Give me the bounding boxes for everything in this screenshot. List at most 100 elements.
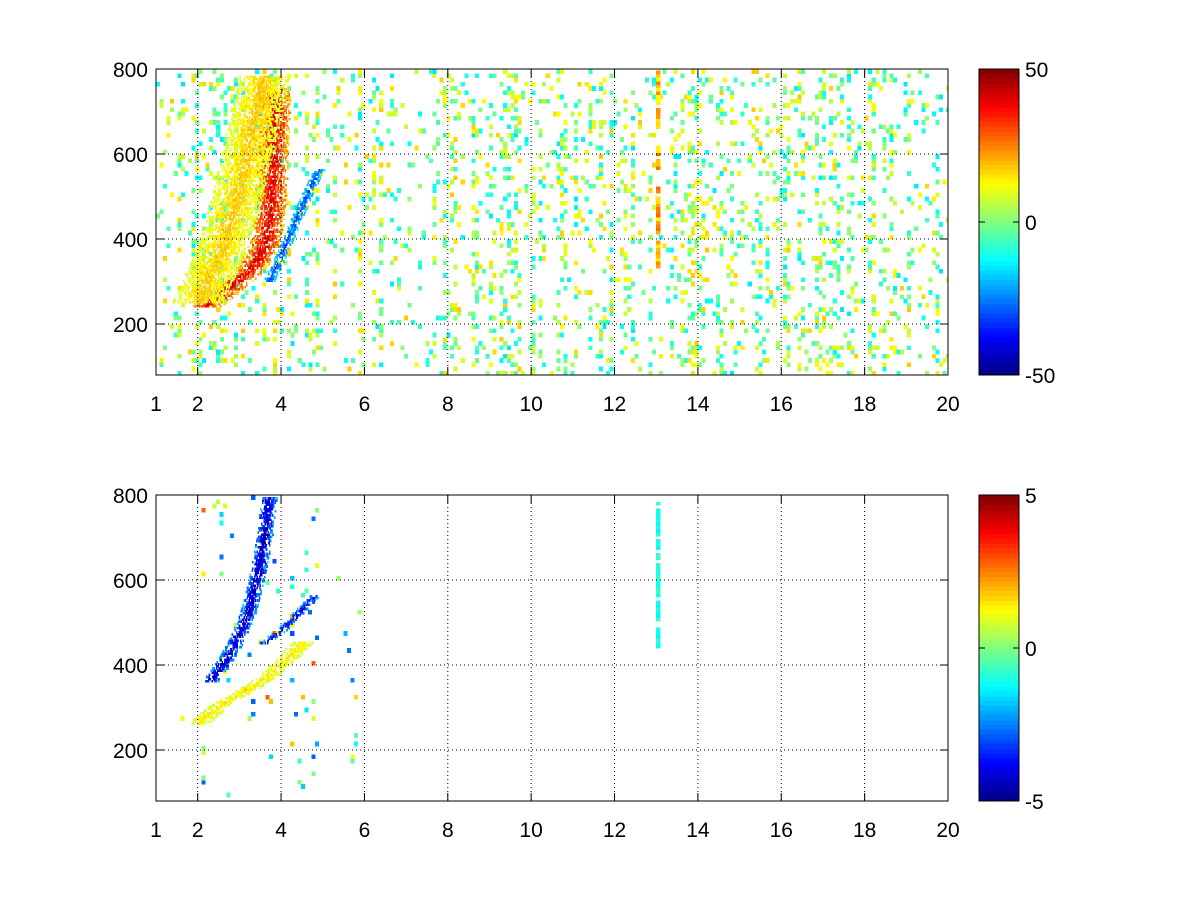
heatmap-cell [375, 298, 380, 304]
heatmap-cell [196, 270, 198, 274]
heatmap-cell [350, 302, 355, 308]
heatmap-cell [210, 294, 213, 297]
heatmap-cell [776, 217, 781, 223]
heatmap-cell [212, 247, 215, 251]
heatmap-cell [246, 200, 249, 204]
heatmap-cell [225, 258, 228, 261]
heatmap-cell [442, 239, 448, 244]
heatmap-cell [379, 243, 384, 248]
heatmap-cell [836, 183, 841, 189]
heatmap-cell [243, 188, 246, 191]
heatmap-cell [258, 194, 261, 197]
heatmap-cell [287, 251, 292, 257]
heatmap-cell [230, 358, 235, 363]
heatmap-cell [232, 249, 234, 253]
heatmap-cell [510, 115, 515, 121]
heatmap-cell [205, 247, 208, 251]
heatmap-cell [691, 183, 696, 189]
heatmap-cell [261, 253, 264, 257]
heatmap-cell [245, 281, 248, 285]
heatmap-cell [574, 103, 579, 108]
heatmap-cell [372, 94, 377, 100]
heatmap-cell [882, 277, 887, 282]
heatmap-cell [513, 192, 518, 197]
heatmap-cell [907, 103, 912, 108]
heatmap-cell [279, 177, 281, 180]
heatmap-cell [238, 188, 241, 191]
heatmap-cell [222, 232, 225, 236]
heatmap-cell [261, 194, 264, 197]
heatmap-cell [246, 277, 248, 280]
heatmap-cell [340, 247, 345, 253]
heatmap-cell [216, 77, 221, 83]
heatmap-cell [311, 311, 316, 316]
heatmap-cell [245, 262, 248, 265]
heatmap-cell [280, 185, 282, 189]
heatmap-cell [630, 319, 635, 325]
heatmap-cell [197, 298, 200, 302]
heatmap-cell [216, 230, 219, 234]
heatmap-cell [269, 196, 272, 200]
heatmap-cell [218, 215, 221, 219]
heatmap-cell [765, 358, 770, 363]
heatmap-cell [216, 358, 221, 363]
heatmap-cell [262, 177, 265, 180]
heatmap-cell [800, 132, 805, 138]
heatmap-cell [871, 107, 876, 112]
heatmap-cell [457, 345, 462, 350]
heatmap-cell [598, 366, 603, 372]
heatmap-cell [232, 200, 235, 204]
heatmap-cell [471, 115, 476, 121]
heatmap-cell [357, 86, 363, 91]
heatmap-cell [226, 292, 229, 295]
heatmap-cell [276, 185, 279, 189]
heatmap-cell [609, 290, 614, 295]
heatmap-cell [222, 181, 225, 185]
heatmap-cell [343, 162, 348, 168]
heatmap-cell [215, 194, 218, 197]
heatmap-cell [277, 151, 280, 155]
heatmap-cell [262, 168, 264, 172]
heatmap-cell [271, 213, 274, 217]
heatmap-cell [219, 209, 221, 212]
heatmap-cell [442, 103, 448, 108]
heatmap-cell [284, 96, 287, 100]
heatmap-cell [676, 277, 681, 282]
heatmap-cell [797, 69, 802, 74]
heatmap-cell [243, 183, 246, 187]
heatmap-cell [216, 224, 218, 227]
heatmap-cell [207, 300, 210, 304]
heatmap-cell [280, 168, 283, 172]
heatmap-cell [297, 358, 302, 363]
heatmap-cell [238, 226, 240, 229]
heatmap-cell [212, 341, 217, 346]
heatmap-cell [258, 151, 261, 155]
heatmap-cell [213, 285, 215, 289]
heatmap-cell [263, 175, 265, 178]
heatmap-cell [212, 245, 215, 248]
heatmap-cell [229, 258, 232, 261]
heatmap-cell [531, 319, 536, 325]
heatmap-cell [471, 132, 476, 138]
heatmap-cell [284, 109, 286, 112]
heatmap-cell [264, 249, 266, 253]
heatmap-cell [276, 222, 279, 225]
heatmap-cell [584, 226, 589, 231]
heatmap-cell [258, 183, 261, 187]
heatmap-cell [623, 213, 628, 219]
heatmap-cell [220, 277, 223, 280]
heatmap-cell [206, 285, 209, 289]
heatmap-cell [180, 296, 183, 299]
heatmap-cell [435, 137, 440, 142]
heatmap-cell [620, 251, 625, 257]
heatmap-cell [279, 217, 282, 221]
heatmap-cell [822, 69, 827, 74]
heatmap-cell [510, 370, 515, 375]
heatmap-cell [200, 300, 202, 304]
heatmap-cell [577, 188, 582, 193]
heatmap-cell [265, 128, 268, 132]
heatmap-cell [278, 132, 281, 136]
heatmap-cell [708, 77, 713, 83]
heatmap-cell [208, 232, 211, 236]
heatmap-cell [184, 285, 187, 289]
